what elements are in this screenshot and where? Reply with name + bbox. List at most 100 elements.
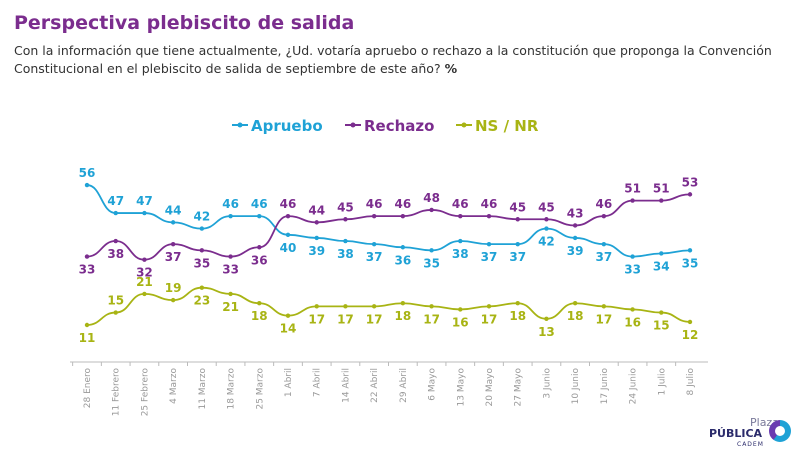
data-point [343,217,348,222]
data-label: 11 [79,331,96,345]
data-point [429,248,434,253]
data-point [199,285,205,290]
data-point [228,291,233,297]
x-tick-label: 22 Abril [370,368,380,403]
data-point [400,245,406,250]
data-point [84,254,90,259]
data-label: 42 [538,235,555,249]
data-point [142,210,147,216]
data-label: 47 [136,194,153,208]
x-tick-label: 27 Mayo [514,368,524,407]
data-label: 46 [280,197,297,211]
data-point [572,235,578,241]
data-point [458,238,463,244]
data-point [572,301,578,306]
data-point [371,241,377,247]
data-point [601,304,607,309]
data-point [314,220,319,225]
data-label: 44 [165,203,182,217]
data-label: 53 [682,175,699,189]
data-point [285,213,291,219]
data-point [544,226,549,231]
x-tick-label: 3 Junio [542,368,552,399]
x-tick-label: 6 Mayo [428,368,438,401]
data-point [314,235,319,241]
data-point [371,213,377,219]
legend-marker-1 [350,122,356,128]
data-label: 39 [308,244,325,258]
data-label: 37 [596,250,613,264]
x-tick-label: 25 Marzo [255,368,265,410]
legend-marker-2 [461,122,467,128]
data-point [314,304,319,309]
data-label: 33 [79,263,96,277]
data-label: 18 [251,309,268,323]
series-line-rechazo [86,193,691,261]
data-point [84,322,90,328]
data-point [659,198,664,203]
data-label: 38 [107,247,124,261]
data-point [257,301,262,306]
logo-line2: PÚBLICA [709,427,763,440]
series-line-nsnr [86,286,691,326]
x-tick-label: 11 Febrero [112,368,122,417]
data-label: 17 [308,312,325,326]
data-point [343,238,348,244]
data-label: 18 [395,309,412,323]
data-point [170,241,176,247]
data-point [142,257,147,262]
data-point [142,291,147,297]
data-point [486,213,492,219]
data-label: 37 [165,250,182,264]
data-label: 17 [423,312,440,326]
data-point [659,310,664,315]
data-point [170,220,176,225]
data-point [544,316,549,321]
plaza-publica-cadem-logo: Plaza PÚBLICA CADEM [705,416,795,452]
data-label: 46 [481,197,498,211]
x-tick-label: 14 Abril [341,368,351,403]
legend-label: Rechazo [364,117,434,135]
x-tick-label: 7 Abril [313,368,323,397]
data-label: 51 [653,182,670,196]
data-label: 47 [107,194,124,208]
logo-icon [769,420,791,442]
data-label: 17 [337,312,354,326]
data-point [572,223,578,228]
data-point [486,304,492,309]
data-point [343,304,348,309]
data-label: 16 [624,315,641,329]
data-point [601,241,607,247]
data-point [687,248,693,253]
data-label: 33 [222,263,239,277]
data-point [113,210,118,216]
data-point [285,313,291,318]
data-point [630,198,635,203]
data-label: 48 [423,191,440,205]
data-label: 56 [79,166,96,180]
page-title: Perspectiva plebiscito de salida [14,12,355,34]
data-label: 15 [653,319,670,333]
data-label: 38 [452,247,469,261]
x-tick-label: 18 Marzo [227,368,237,410]
data-label: 13 [538,325,555,339]
subtitle-text: Con la información que tiene actualmente… [14,43,772,76]
data-label: 35 [194,256,211,270]
data-label: 37 [366,250,383,264]
data-label: 16 [452,315,469,329]
data-label: 45 [538,200,555,214]
data-label: 46 [395,197,412,211]
data-label: 46 [222,197,239,211]
x-tick-label: 1 Abril [284,368,294,397]
data-label: 35 [682,256,699,270]
data-point [630,254,635,259]
data-point [486,241,492,247]
data-label: 38 [337,247,354,261]
data-label: 21 [136,275,153,289]
data-point [429,304,434,309]
data-label: 46 [596,197,613,211]
data-label: 42 [194,210,211,224]
data-label: 46 [251,197,268,211]
data-label: 17 [366,312,383,326]
